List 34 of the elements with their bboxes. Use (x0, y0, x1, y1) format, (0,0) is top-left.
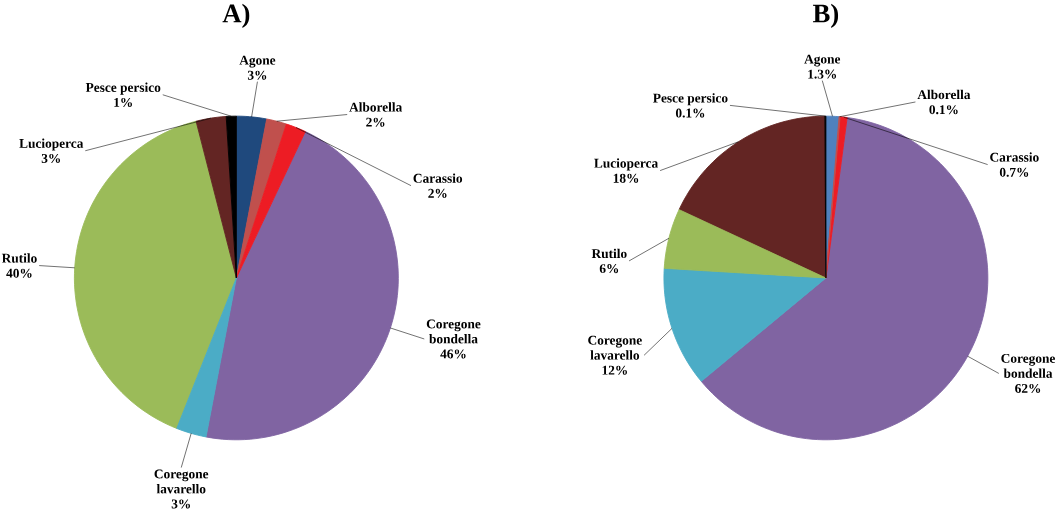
slice-label: Carassio (990, 152, 1039, 162)
data-label: 0.1% (675, 108, 705, 118)
slice-label: Rutilo (1, 253, 37, 263)
slice-label: Coregone lavarello (154, 469, 209, 494)
slice-label: Coregone bondella (1001, 353, 1055, 378)
slice-label: Alborella (917, 89, 971, 100)
data-label: 1% (114, 97, 132, 107)
data-label: 18% (613, 173, 639, 183)
data-label: 40% (6, 268, 32, 278)
data-label: 3% (247, 70, 267, 80)
slice-label: Agone (804, 54, 841, 67)
slice-label: Pesce persico (653, 93, 728, 106)
data-label: 2% (428, 188, 447, 198)
chart-title: B) (812, 3, 839, 28)
slice-label: Lucioperca (19, 138, 84, 151)
data-label: 12% (602, 365, 627, 375)
slice-label: Coregone bondella (426, 319, 481, 344)
data-label: 1.3% (808, 69, 837, 79)
data-label: 62% (1015, 383, 1041, 393)
slice-label: Carassio (413, 173, 463, 183)
slice-label: Agone (239, 55, 276, 68)
slice-label: Pesce persico (85, 82, 161, 95)
slice-label: Rutilo (591, 248, 627, 259)
data-label: 6% (599, 264, 619, 274)
chart-title: A) (222, 3, 250, 28)
data-label: 3% (171, 499, 190, 509)
data-label: 0.7% (999, 167, 1029, 177)
data-label: 46% (440, 349, 466, 359)
data-label: 3% (41, 153, 60, 163)
slice-label: Coregone lavarello (588, 335, 642, 360)
slice-label: Lucioperca (594, 158, 658, 171)
slice-label: Alborella (349, 102, 403, 112)
data-label: 0.1% (929, 105, 958, 115)
data-label: 2% (366, 117, 385, 127)
